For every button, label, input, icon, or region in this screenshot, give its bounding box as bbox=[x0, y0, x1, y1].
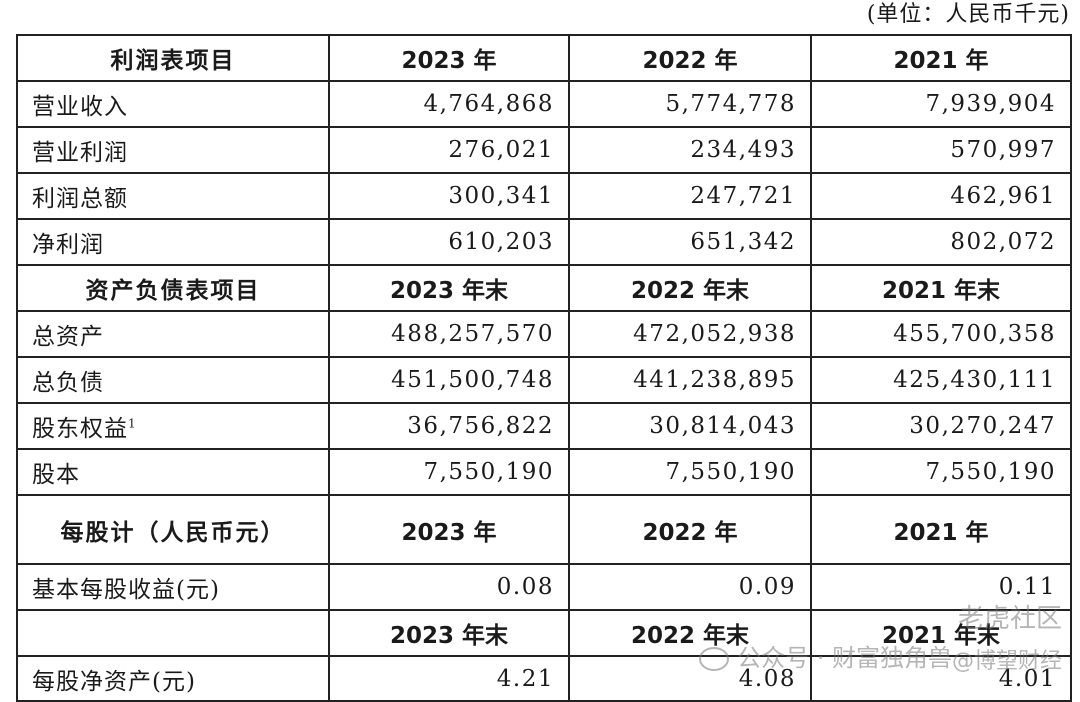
cell-value: 0.11 bbox=[810, 563, 1072, 611]
income-header-2021: 2021 年 bbox=[810, 34, 1072, 82]
row-label-equity: 股东权益1 bbox=[16, 402, 330, 450]
subheader-2023: 2023 年末 bbox=[328, 609, 570, 657]
table-row: 净利润 610,203 651,342 802,072 bbox=[16, 218, 1072, 266]
income-header-2023: 2023 年 bbox=[328, 34, 570, 82]
cell-value: 4,764,868 bbox=[328, 80, 570, 128]
cell-value: 36,756,822 bbox=[328, 402, 570, 450]
balance-header-2021: 2021 年末 bbox=[810, 264, 1072, 312]
table-row: 股东权益1 36,756,822 30,814,043 30,270,247 bbox=[16, 402, 1072, 450]
balance-header-label: 资产负债表项目 bbox=[16, 264, 330, 312]
cell-value: 7,550,190 bbox=[568, 448, 812, 496]
cell-value: 4.01 bbox=[810, 655, 1072, 702]
cell-value: 0.09 bbox=[568, 563, 812, 611]
cell-value: 30,814,043 bbox=[568, 402, 812, 450]
table-row: 基本每股收益(元) 0.08 0.09 0.11 bbox=[16, 563, 1072, 611]
row-label-total-liabilities: 总负债 bbox=[16, 356, 330, 404]
table-row: 股本 7,550,190 7,550,190 7,550,190 bbox=[16, 448, 1072, 496]
cell-value: 300,341 bbox=[328, 172, 570, 220]
cell-value: 7,550,190 bbox=[810, 448, 1072, 496]
cell-value: 455,700,358 bbox=[810, 310, 1072, 358]
cell-value: 488,257,570 bbox=[328, 310, 570, 358]
cell-value: 651,342 bbox=[568, 218, 812, 266]
cell-value: 462,961 bbox=[810, 172, 1072, 220]
table-row: 每股净资产(元) 4.21 4.08 4.01 bbox=[16, 655, 1072, 702]
row-label-eps: 基本每股收益(元) bbox=[16, 563, 330, 611]
footnote-marker: 1 bbox=[128, 416, 136, 431]
cell-value: 425,430,111 bbox=[810, 356, 1072, 404]
cell-value: 247,721 bbox=[568, 172, 812, 220]
table-row: 利润总额 300,341 247,721 462,961 bbox=[16, 172, 1072, 220]
income-header-row: 利润表项目 2023 年 2022 年 2021 年 bbox=[16, 34, 1072, 82]
cell-value: 30,270,247 bbox=[810, 402, 1072, 450]
unit-note: (单位：人民币千元) bbox=[866, 2, 1070, 27]
per-share-header-row: 每股计（人民币元） 2023 年 2022 年 2021 年 bbox=[16, 494, 1072, 565]
table-row: 总负债 451,500,748 441,238,895 425,430,111 bbox=[16, 356, 1072, 404]
balance-header-2022: 2022 年末 bbox=[568, 264, 812, 312]
table-row: 营业收入 4,764,868 5,774,778 7,939,904 bbox=[16, 80, 1072, 128]
per-share-header-2023: 2023 年 bbox=[328, 494, 570, 565]
per-share-header-label: 每股计（人民币元） bbox=[16, 494, 330, 565]
cell-value: 4.21 bbox=[328, 655, 570, 702]
cell-value: 4.08 bbox=[568, 655, 812, 702]
table-row: 营业利润 276,021 234,493 570,997 bbox=[16, 126, 1072, 174]
per-share-header-2021: 2021 年 bbox=[810, 494, 1072, 565]
cell-value: 276,021 bbox=[328, 126, 570, 174]
income-header-2022: 2022 年 bbox=[568, 34, 812, 82]
cell-value: 7,939,904 bbox=[810, 80, 1072, 128]
cell-value: 472,052,938 bbox=[568, 310, 812, 358]
row-label-net-profit: 净利润 bbox=[16, 218, 330, 266]
cell-value: 802,072 bbox=[810, 218, 1072, 266]
per-share-header-2022: 2022 年 bbox=[568, 494, 812, 565]
row-label-revenue: 营业收入 bbox=[16, 80, 330, 128]
subheader-2022: 2022 年末 bbox=[568, 609, 812, 657]
cell-value: 234,493 bbox=[568, 126, 812, 174]
cell-value: 441,238,895 bbox=[568, 356, 812, 404]
balance-header-row: 资产负债表项目 2023 年末 2022 年末 2021 年末 bbox=[16, 264, 1072, 312]
row-label-nav-per-share: 每股净资产(元) bbox=[16, 655, 330, 702]
row-label-total-assets: 总资产 bbox=[16, 310, 330, 358]
cell-value: 5,774,778 bbox=[568, 80, 812, 128]
subheader-2021: 2021 年末 bbox=[810, 609, 1072, 657]
subheader-empty bbox=[16, 609, 330, 657]
cell-value: 610,203 bbox=[328, 218, 570, 266]
row-label-share-capital: 股本 bbox=[16, 448, 330, 496]
row-label-operating-profit: 营业利润 bbox=[16, 126, 330, 174]
financial-summary-table: 利润表项目 2023 年 2022 年 2021 年 营业收入 4,764,86… bbox=[16, 34, 1072, 702]
balance-header-2023: 2023 年末 bbox=[328, 264, 570, 312]
per-share-subheader-row: 2023 年末 2022 年末 2021 年末 bbox=[16, 609, 1072, 657]
income-header-label: 利润表项目 bbox=[16, 34, 330, 82]
equity-label-text: 股东权益 bbox=[32, 416, 128, 442]
cell-value: 0.08 bbox=[328, 563, 570, 611]
row-label-total-profit: 利润总额 bbox=[16, 172, 330, 220]
cell-value: 7,550,190 bbox=[328, 448, 570, 496]
cell-value: 451,500,748 bbox=[328, 356, 570, 404]
cell-value: 570,997 bbox=[810, 126, 1072, 174]
table-row: 总资产 488,257,570 472,052,938 455,700,358 bbox=[16, 310, 1072, 358]
